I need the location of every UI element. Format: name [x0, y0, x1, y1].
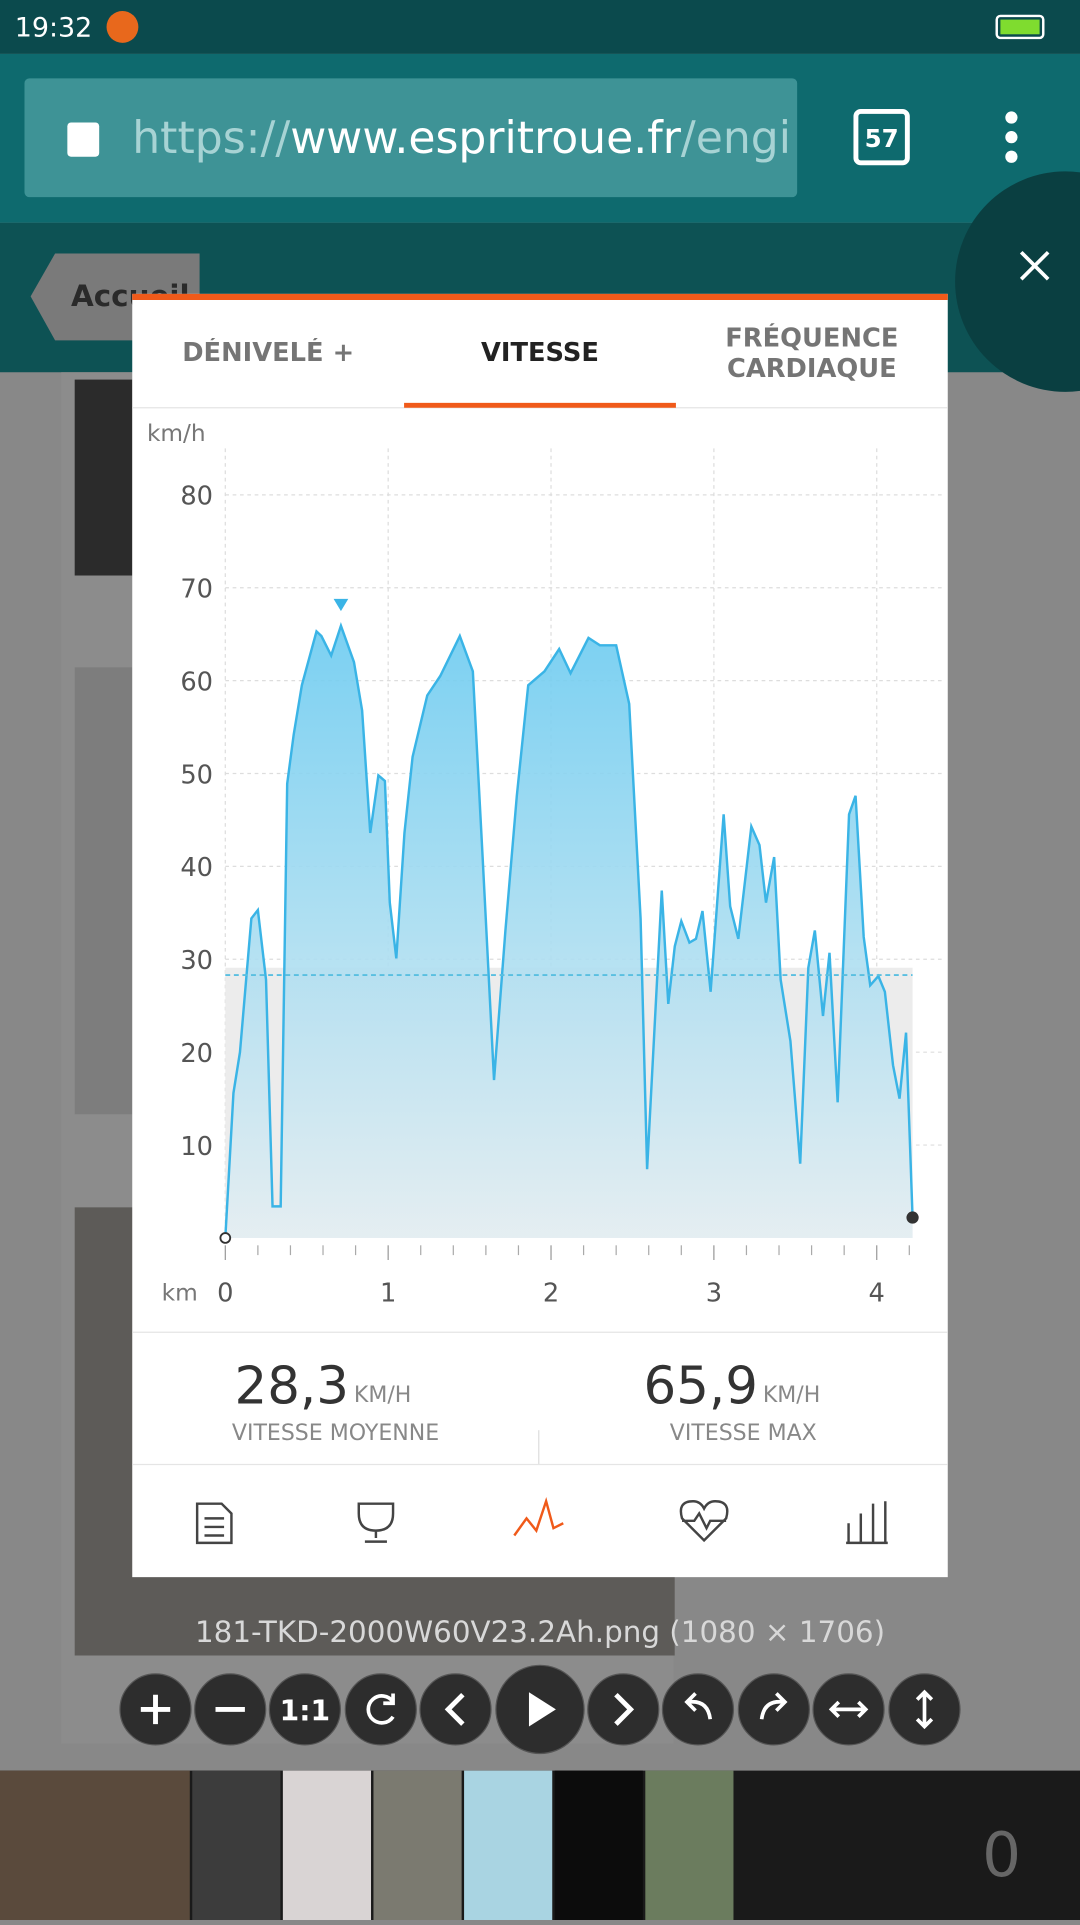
- y-tick-label: 40: [180, 853, 213, 883]
- nav-chart[interactable]: [513, 1497, 564, 1537]
- battery-level: [1000, 19, 1040, 35]
- y-tick-label: 30: [180, 946, 213, 976]
- close-bg: [955, 171, 1080, 392]
- tool-button[interactable]: [268, 1673, 342, 1746]
- clock: 19:32: [15, 13, 93, 44]
- tool-icon: [915, 1689, 934, 1730]
- tool-button[interactable]: [587, 1673, 660, 1746]
- y-tick-label: 20: [180, 1039, 213, 1069]
- url-box[interactable]: [24, 78, 798, 198]
- x-tick-label: 2: [543, 1279, 559, 1309]
- y-tick-label: 60: [180, 667, 213, 697]
- tool-icon: [684, 1692, 713, 1720]
- tab-label[interactable]: DÉNIVELÉ +: [182, 337, 355, 368]
- thumbnail[interactable]: [192, 1770, 281, 1920]
- notification-icon: [106, 11, 139, 43]
- thumbnail[interactable]: [0, 1770, 190, 1920]
- bg-image: [74, 379, 133, 576]
- thumbnail[interactable]: [554, 1770, 643, 1920]
- tab[interactable]: VITESSE: [404, 338, 676, 411]
- line: [224, 622, 914, 1239]
- tool-icon: [828, 1700, 869, 1719]
- tool-icon: [366, 1693, 395, 1725]
- thumbnail[interactable]: [464, 1770, 553, 1920]
- nav-trophy[interactable]: [357, 1502, 395, 1543]
- tool-icon: [759, 1692, 788, 1720]
- tool-icon: [614, 1692, 635, 1726]
- x-tick-label: 3: [706, 1279, 722, 1309]
- y-tick-label: 80: [180, 482, 213, 512]
- nav-heart[interactable]: [679, 1499, 729, 1543]
- stat-value: 65,9: [643, 1356, 757, 1416]
- end-point: [906, 1211, 919, 1224]
- tab-label[interactable]: FRÉQUENCE CARDIAQUE: [725, 323, 899, 384]
- toolbar: 1:1: [119, 1664, 961, 1755]
- thumbnail[interactable]: [282, 1770, 372, 1920]
- status-bar: [0, 0, 1080, 54]
- x-tick-label: 1: [380, 1279, 396, 1309]
- tool-label: 1:1: [280, 1694, 330, 1727]
- thumbnail[interactable]: [645, 1770, 734, 1920]
- tab[interactable]: FRÉQUENCE CARDIAQUE: [707, 323, 918, 396]
- bg-image: [74, 667, 133, 1115]
- modal-accent: [132, 293, 948, 300]
- tool-icon: [528, 1692, 556, 1727]
- start-point: [219, 1232, 232, 1244]
- y-axis-label: km/h: [147, 420, 206, 447]
- x-tick-label: 0: [217, 1279, 233, 1309]
- thumbnail-counter: 0: [982, 1820, 1021, 1891]
- chart: km/h km 10 20 30 40 50 60 70 80 0 1 2 3 4: [147, 420, 942, 1309]
- y-tick-label: 10: [180, 1132, 213, 1162]
- bottom-nav: [195, 1497, 888, 1545]
- menu-icon[interactable]: [1005, 111, 1018, 163]
- stat-label: VITESSE MAX: [670, 1421, 817, 1446]
- nav-stats[interactable]: [846, 1501, 888, 1545]
- tool-button[interactable]: [419, 1673, 492, 1746]
- tool-icon: [140, 1694, 171, 1725]
- lock-icon: [67, 122, 100, 157]
- stat-unit: KM/H: [763, 1383, 820, 1408]
- tab[interactable]: DÉNIVELÉ +: [132, 338, 404, 411]
- tool-button[interactable]: [344, 1673, 417, 1746]
- close-icon[interactable]: [1019, 250, 1050, 281]
- tab-label[interactable]: VITESSE: [480, 337, 600, 368]
- y-tick-label: 50: [180, 760, 213, 790]
- tool-icon: [444, 1692, 465, 1726]
- url[interactable]: https://www.espritroue.fr/engi: [132, 113, 791, 164]
- tool-button[interactable]: [661, 1673, 735, 1746]
- nav-summary[interactable]: [195, 1502, 233, 1545]
- area: [225, 625, 913, 1238]
- battery: [995, 14, 1045, 40]
- tab-count-box[interactable]: [853, 108, 910, 166]
- x-tick-label: 4: [869, 1279, 885, 1309]
- thumbnail[interactable]: [373, 1770, 462, 1920]
- stat-label: VITESSE MOYENNE: [232, 1421, 439, 1446]
- tool-button[interactable]: [737, 1673, 810, 1746]
- stat-unit: KM/H: [354, 1383, 411, 1408]
- max-marker: [333, 598, 349, 612]
- active-tab-indicator: [404, 402, 676, 408]
- caption: 181-TKD-2000W60V23.2Ah.png (1080 × 1706): [195, 1615, 885, 1649]
- stat-value: 28,3: [235, 1356, 349, 1416]
- tab-count[interactable]: 57: [865, 124, 899, 153]
- y-tick-label: 70: [180, 575, 213, 605]
- x-axis-label: km: [162, 1279, 198, 1306]
